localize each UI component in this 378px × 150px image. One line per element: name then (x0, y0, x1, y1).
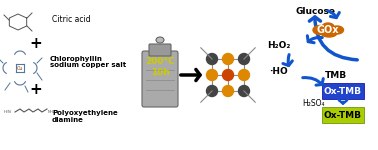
Ellipse shape (322, 23, 334, 31)
Circle shape (206, 85, 217, 96)
Text: Glucose: Glucose (295, 7, 335, 16)
Ellipse shape (330, 26, 344, 34)
FancyBboxPatch shape (142, 51, 178, 107)
Circle shape (206, 69, 217, 81)
Text: ·HO: ·HO (269, 68, 287, 76)
Ellipse shape (156, 37, 164, 43)
Circle shape (239, 85, 249, 96)
FancyBboxPatch shape (322, 107, 364, 123)
FancyBboxPatch shape (322, 83, 364, 99)
Text: Ox-TMB: Ox-TMB (324, 87, 362, 96)
Text: Ox-TMB: Ox-TMB (324, 111, 362, 120)
Text: Citric acid: Citric acid (52, 15, 91, 24)
Circle shape (239, 69, 249, 81)
Circle shape (223, 85, 234, 96)
Text: $_{\rm NH_2}$: $_{\rm NH_2}$ (47, 108, 56, 116)
Text: 200°C
10h: 200°C 10h (145, 57, 175, 77)
Circle shape (223, 69, 234, 81)
Text: H₂SO₄: H₂SO₄ (302, 99, 325, 108)
Circle shape (223, 54, 234, 64)
Text: Chlorophyllin
sodium copper salt: Chlorophyllin sodium copper salt (50, 56, 126, 69)
Circle shape (206, 54, 217, 64)
Text: +: + (29, 36, 42, 51)
Text: Cu: Cu (17, 66, 23, 70)
Text: TMB: TMB (325, 70, 347, 80)
Ellipse shape (321, 29, 337, 37)
Text: +: + (29, 82, 42, 98)
Text: GOx: GOx (317, 25, 339, 35)
Text: H₂O₂: H₂O₂ (266, 40, 290, 50)
FancyBboxPatch shape (149, 44, 171, 56)
Ellipse shape (313, 26, 327, 34)
Text: Polyoxyethylene
diamine: Polyoxyethylene diamine (52, 110, 118, 123)
Text: $_{\rm H_2N}$: $_{\rm H_2N}$ (3, 108, 12, 116)
Circle shape (239, 54, 249, 64)
